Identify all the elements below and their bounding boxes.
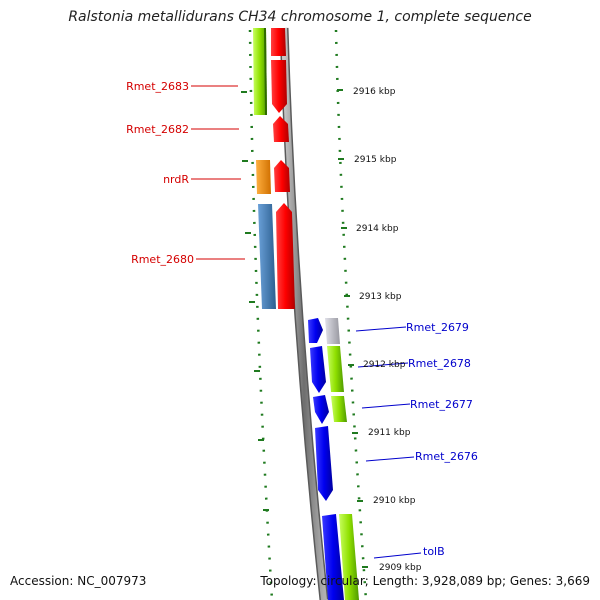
gene-arrow-Rmet_2680[interactable] bbox=[276, 203, 295, 309]
topology-text: Topology: circular; Length: 3,928,089 bp… bbox=[260, 574, 590, 588]
scale-label: 2910 kbp bbox=[373, 496, 416, 506]
gene-arrow-Rmet_2682[interactable] bbox=[273, 116, 289, 142]
scale-label: 2915 kbp bbox=[354, 155, 397, 165]
scale-label: 2909 kbp bbox=[379, 563, 422, 573]
left-major-ticks bbox=[241, 91, 269, 511]
leader-Rmet_2678 bbox=[357, 362, 409, 368]
orf-bar-Rmet_2679 bbox=[325, 318, 340, 344]
scale-label: 2914 kbp bbox=[356, 224, 399, 234]
gene-arrow-Rmet_2677[interactable] bbox=[313, 395, 329, 424]
gene-label-Rmet_2677[interactable]: Rmet_2677 bbox=[410, 398, 473, 411]
orf-bar-edge bbox=[264, 27, 267, 116]
gene-arrow-Rmet_2683[interactable] bbox=[271, 60, 287, 113]
gene-label-Rmet_2676[interactable]: Rmet_2676 bbox=[415, 450, 478, 463]
left-tick-track bbox=[248, 29, 274, 600]
gene-arrow-Rmet_2678[interactable] bbox=[310, 346, 326, 393]
gene-arrow-nrdR[interactable] bbox=[274, 160, 290, 192]
orf-bar-Rmet_2677 bbox=[331, 396, 347, 422]
right-major-ticks bbox=[337, 89, 368, 568]
scale-label: 2911 kbp bbox=[368, 428, 411, 438]
orf-bar-tolB bbox=[339, 514, 359, 600]
gene-label-nrdR[interactable]: nrdR bbox=[163, 173, 189, 186]
orf-bar-nrdR bbox=[256, 160, 271, 194]
gene-label-Rmet_2678[interactable]: Rmet_2678 bbox=[408, 357, 471, 370]
gene-arrow-tolB[interactable] bbox=[322, 514, 344, 600]
scale-label: 2912 kbp bbox=[363, 360, 406, 370]
gene-label-Rmet_2679[interactable]: Rmet_2679 bbox=[406, 321, 469, 334]
orf-bar-Rmet_2680 bbox=[258, 204, 276, 309]
scale-label: 2913 kbp bbox=[359, 292, 402, 302]
map-title: Ralstonia metallidurans CH34 chromosome … bbox=[68, 9, 532, 25]
leader-Rmet_2677 bbox=[361, 403, 411, 409]
orf-bar-Rmet_2683 bbox=[253, 28, 267, 115]
accession-text: Accession: NC_007973 bbox=[10, 574, 147, 588]
leader-tolB bbox=[373, 552, 422, 559]
right-tick-track bbox=[334, 29, 368, 600]
gene-label-tolB[interactable]: tolB bbox=[423, 545, 445, 558]
gene-label-Rmet_2683[interactable]: Rmet_2683 bbox=[126, 80, 189, 93]
scale-label: 2916 kbp bbox=[353, 87, 396, 97]
gene-arrow-Rmet_2676[interactable] bbox=[315, 426, 333, 501]
gene-arrow-top-red[interactable] bbox=[271, 28, 286, 56]
leader-Rmet_2679 bbox=[355, 326, 407, 332]
leader-Rmet_2676 bbox=[365, 456, 415, 462]
gene-label-Rmet_2680[interactable]: Rmet_2680 bbox=[131, 253, 194, 266]
gene-label-Rmet_2682[interactable]: Rmet_2682 bbox=[126, 123, 189, 136]
gene-arrow-Rmet_2679[interactable] bbox=[308, 318, 323, 343]
backbone bbox=[281, 27, 327, 600]
orf-bar-Rmet_2678 bbox=[327, 346, 344, 392]
